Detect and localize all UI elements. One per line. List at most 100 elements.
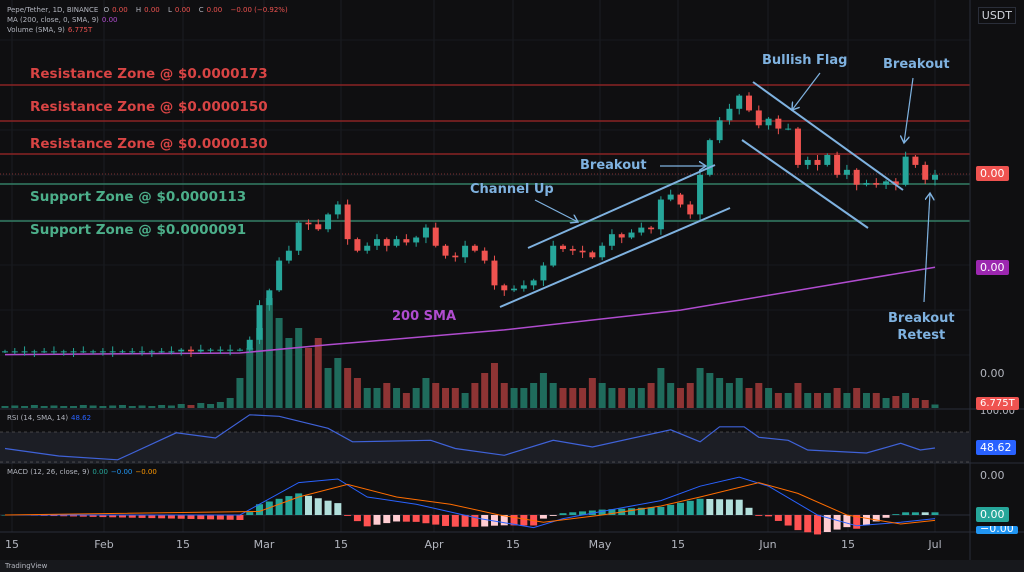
- rsi-legend[interactable]: RSI (14, SMA, 14) 48.62: [7, 414, 92, 422]
- candle-body: [197, 349, 204, 352]
- volume-bar: [177, 404, 185, 408]
- candle-body: [755, 110, 762, 126]
- pane-separators: [0, 0, 1024, 560]
- currency-button[interactable]: USDT: [977, 7, 1016, 24]
- candle-body: [129, 351, 136, 353]
- macd-histogram-bar: [50, 515, 58, 517]
- volume-bar: [70, 406, 78, 408]
- candle-body: [99, 351, 106, 353]
- macd-histogram-bar: [549, 515, 557, 516]
- candle-body: [236, 349, 243, 351]
- resistance-zone-label: Resistance Zone @ $0.0000150: [30, 99, 268, 115]
- candle-body: [853, 169, 860, 185]
- volume-bar: [500, 383, 508, 408]
- candle-body: [746, 95, 752, 111]
- candle-body: [824, 155, 831, 165]
- sma-200-line: [4, 266, 936, 356]
- macd-histogram-bar: [725, 499, 733, 515]
- macd-histogram: [1, 493, 939, 535]
- candle-body: [325, 214, 332, 230]
- macd-histogram-bar: [89, 515, 97, 517]
- macd-histogram-bar: [373, 515, 381, 525]
- candle-body: [530, 280, 537, 286]
- volume-bar: [393, 388, 401, 408]
- candle-body: [80, 351, 87, 353]
- volume-bar: [745, 388, 753, 408]
- macd-legend[interactable]: MACD (12, 26, close, 9) 0.00 −0.00 −0.00: [7, 468, 157, 476]
- macd-histogram-bar: [608, 509, 616, 515]
- volume-bar: [422, 378, 430, 408]
- volume-bar: [148, 406, 156, 408]
- volume-bar: [549, 383, 557, 408]
- macd-line: [5, 476, 936, 529]
- candle-body: [266, 290, 273, 306]
- macd-histogram-bar: [60, 515, 68, 517]
- macd-histogram-bar: [118, 515, 126, 518]
- candle-body: [364, 245, 371, 251]
- candle-body: [334, 204, 341, 215]
- volume-bar: [862, 393, 870, 408]
- macd-histogram-bar: [921, 512, 929, 515]
- tradingview-logo: TradingView: [5, 562, 48, 570]
- candle-body: [912, 156, 919, 165]
- macd-histogram-bar: [432, 515, 440, 525]
- arrow-icon: [904, 77, 914, 143]
- candle-body: [775, 118, 782, 129]
- macd-histogram-bar: [765, 515, 773, 517]
- volume-bar: [216, 402, 224, 408]
- macd-histogram-bar: [334, 503, 342, 515]
- volume-bar: [334, 358, 342, 408]
- candle-body: [843, 169, 850, 175]
- volume-bar: [520, 388, 528, 408]
- candle-body: [599, 245, 606, 258]
- volume-bar: [902, 393, 910, 408]
- candle-body: [501, 285, 508, 291]
- volume-bar: [559, 388, 567, 408]
- candle-body: [550, 245, 557, 266]
- volume-bar: [784, 393, 792, 408]
- volume-bar: [657, 368, 665, 408]
- volume-bar: [60, 406, 68, 408]
- candle-body: [657, 199, 664, 230]
- symbol-name[interactable]: Pepe/Tether, 1D, BINANCE: [7, 6, 99, 14]
- candle-body: [462, 245, 469, 258]
- macd-histogram-bar: [676, 502, 684, 515]
- macd-histogram-bar: [823, 515, 831, 533]
- macd-histogram-bar: [637, 507, 645, 515]
- volume-bar: [118, 405, 126, 408]
- volume-bar: [461, 393, 469, 408]
- candle-body: [178, 349, 185, 352]
- volume-legend[interactable]: Volume (SMA, 9) 6.775T: [7, 26, 93, 34]
- footer-bar: [0, 560, 1024, 572]
- macd-histogram-bar: [745, 507, 753, 515]
- volume-bar: [735, 378, 743, 408]
- volume-bar: [99, 406, 107, 408]
- candle-body: [188, 349, 194, 352]
- volume-bar: [138, 405, 146, 408]
- macd-histogram-bar: [70, 515, 78, 517]
- volume-bar: [295, 328, 303, 408]
- volume-bar: [569, 388, 577, 408]
- macd-histogram-bar: [647, 507, 655, 515]
- candle-body: [432, 227, 439, 246]
- candles: [2, 92, 938, 357]
- time-tick: 15: [5, 538, 19, 551]
- volume-bar: [109, 405, 117, 408]
- candle-body: [383, 239, 390, 246]
- macd-histogram-bar: [706, 499, 714, 515]
- candle-body: [413, 237, 420, 243]
- volume-bar: [383, 383, 391, 408]
- macd-histogram-bar: [862, 515, 870, 526]
- candle-body: [168, 351, 175, 353]
- ma-legend[interactable]: MA (200, close, 0, SMA, 9) 0.00: [7, 16, 118, 24]
- candle-body: [344, 204, 351, 240]
- candle-body: [276, 260, 283, 291]
- time-tick: 15: [506, 538, 520, 551]
- candle-body: [902, 156, 909, 185]
- candle-body: [628, 232, 635, 238]
- time-tick: Feb: [94, 538, 114, 551]
- volume-bar: [686, 383, 694, 408]
- candle-body: [863, 183, 870, 185]
- macd-histogram-bar: [207, 515, 215, 520]
